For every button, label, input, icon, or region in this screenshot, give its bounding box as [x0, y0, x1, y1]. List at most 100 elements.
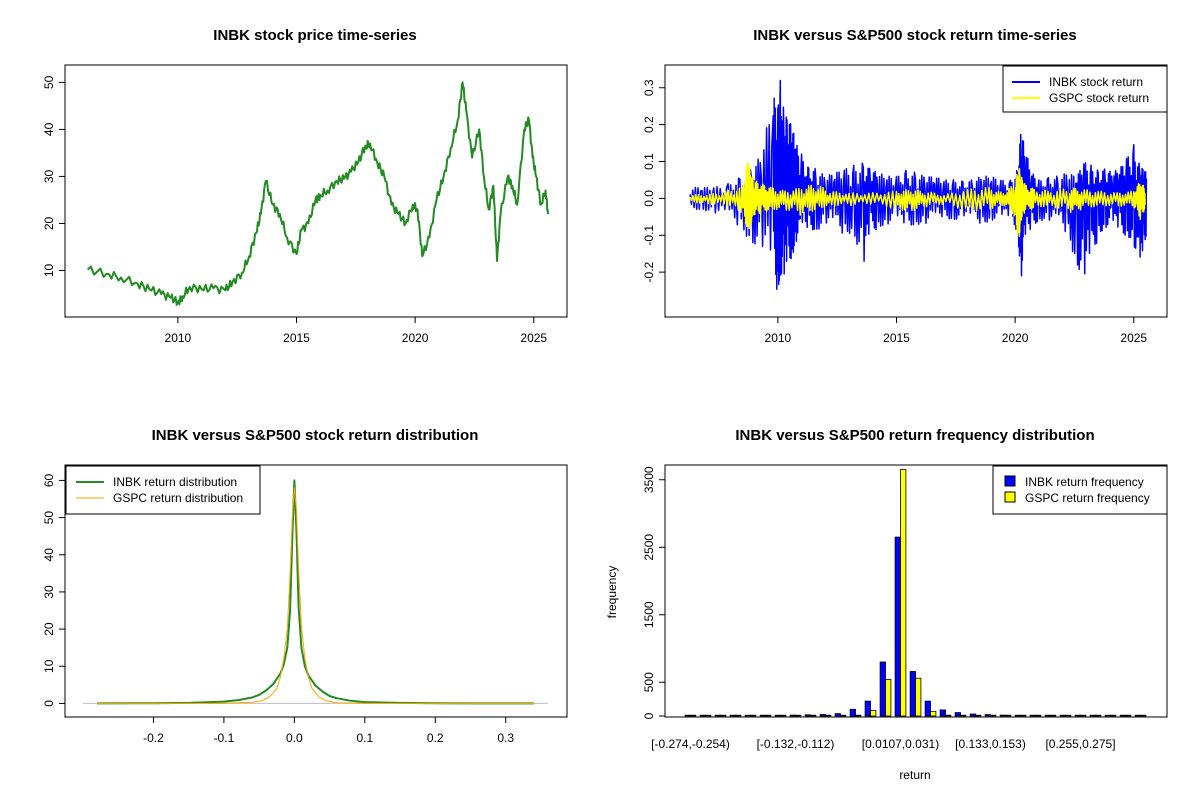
frequency-bar-inbk	[834, 713, 841, 717]
price-ytick-label: 40	[42, 122, 56, 136]
frequency-bar-inbk	[984, 714, 991, 717]
frequency-legend: INBK return frequency GSPC return freque…	[992, 465, 1168, 515]
price-series-line-inbk	[87, 81, 549, 306]
frequency-bars	[684, 469, 1147, 717]
price-panel: INBK stock price time-series 10 20 30 40 50 2…	[42, 27, 568, 345]
frequency-bar-inbk	[1074, 714, 1081, 717]
density-ytick-label: 60	[42, 473, 56, 487]
density-legend-box	[65, 465, 261, 515]
frequency-bar-gspc	[780, 714, 787, 717]
returns-series-line-gspc	[689, 162, 1146, 238]
returns-legend-box	[1002, 65, 1168, 113]
frequency-ylabel: frequency	[605, 566, 619, 619]
frequency-bar-gspc	[1125, 714, 1132, 717]
frequency-bar-inbk	[864, 700, 871, 717]
frequency-bar-gspc	[735, 714, 742, 717]
frequency-bar-inbk	[849, 708, 856, 717]
frequency-ytick-label: 0	[642, 712, 656, 719]
density-ytick-label: 20	[42, 622, 56, 636]
frequency-bar-inbk	[924, 700, 931, 717]
returns-xtick-label: 2015	[883, 331, 910, 345]
density-xtick-label: 0.2	[427, 731, 444, 745]
frequency-bar-gspc	[855, 714, 862, 717]
frequency-chart-title: INBK versus S&P500 return frequency dist…	[735, 427, 1094, 444]
frequency-xtick-label: [0.255,0.275]	[1045, 737, 1115, 751]
returns-chart-title: INBK versus S&P500 stock return time-ser…	[753, 27, 1076, 44]
price-xtick-label: 2010	[165, 331, 192, 345]
returns-panel: INBK versus S&P500 stock return time-ser…	[642, 27, 1168, 345]
frequency-bar-gspc	[690, 714, 697, 717]
frequency-bar-inbk	[1044, 714, 1051, 717]
price-xtick-label: 2020	[402, 331, 429, 345]
returns-plot-frame	[664, 64, 1168, 318]
density-xtick-label: 0.3	[497, 731, 514, 745]
frequency-bar-inbk	[1059, 714, 1066, 717]
frequency-bar-gspc	[1035, 714, 1042, 717]
frequency-bar-gspc	[900, 469, 907, 717]
density-ytick-label: 30	[42, 585, 56, 599]
frequency-bar-gspc	[1080, 714, 1087, 717]
frequency-bar-gspc	[1110, 714, 1117, 717]
density-ytick-label: 0	[42, 700, 56, 707]
frequency-bar-inbk	[894, 536, 901, 717]
frequency-bar-gspc	[705, 714, 712, 717]
frequency-bar-inbk	[909, 671, 916, 717]
frequency-bar-gspc	[885, 679, 892, 717]
density-ytick-label: 40	[42, 548, 56, 562]
frequency-bar-gspc	[1005, 714, 1012, 717]
frequency-bar-inbk	[819, 714, 826, 717]
density-xtick-label: 0.1	[356, 731, 373, 745]
frequency-xtick-label: [-0.132,-0.112)	[757, 737, 835, 751]
returns-ytick-label: -0.1	[642, 225, 656, 246]
frequency-bar-gspc	[1050, 714, 1057, 717]
price-ytick-label: 10	[42, 263, 56, 277]
density-series	[83, 479, 548, 705]
frequency-bar-gspc	[1095, 714, 1102, 717]
frequency-bar-inbk	[1014, 714, 1021, 717]
frequency-bar-inbk	[969, 713, 976, 717]
frequency-bar-inbk	[759, 714, 766, 717]
frequency-bar-inbk	[939, 709, 946, 717]
density-series-line-gspc	[97, 487, 534, 704]
price-plot-frame	[64, 64, 568, 318]
frequency-xlabel: return	[899, 768, 930, 782]
frequency-bar-gspc	[795, 714, 802, 717]
frequency-bar-gspc	[840, 714, 847, 717]
frequency-bar-gspc	[930, 710, 937, 717]
frequency-legend-gspc-label: GSPC return frequency	[1025, 491, 1150, 505]
frequency-bar-inbk	[1119, 714, 1126, 717]
density-legend: INBK return distribution GSPC return dis…	[65, 465, 261, 515]
frequency-bar-gspc	[975, 714, 982, 717]
frequency-bar-inbk	[804, 714, 811, 717]
price-axes: 10 20 30 40 50 2010 2015 2020 2025	[42, 75, 547, 345]
frequency-bar-gspc	[960, 714, 967, 717]
density-chart-title: INBK versus S&P500 stock return distribu…	[152, 427, 479, 444]
frequency-bar-gspc	[915, 677, 922, 717]
density-legend-gspc-label: GSPC return distribution	[113, 491, 243, 505]
returns-ytick-label: 0.1	[642, 153, 656, 170]
returns-legend-inbk-label: INBK stock return	[1049, 75, 1143, 89]
frequency-legend-inbk-label: INBK return frequency	[1025, 475, 1144, 489]
frequency-bar-gspc	[1140, 714, 1147, 717]
returns-ytick-label: 0.0	[642, 190, 656, 207]
frequency-bar-inbk	[954, 712, 961, 717]
price-ytick-label: 20	[42, 216, 56, 230]
returns-series	[689, 79, 1148, 290]
density-ytick-label: 10	[42, 659, 56, 673]
frequency-bar-gspc	[945, 714, 952, 717]
density-panel: INBK versus S&P500 stock return distribu…	[42, 427, 568, 745]
frequency-legend-gspc-swatch	[1004, 491, 1016, 503]
frequency-bar-inbk	[1104, 714, 1111, 717]
frequency-bar-gspc	[750, 714, 757, 717]
frequency-axes: 0 500 1500 2500 3500 [-0.274,-0.254) [-0.132,-…	[642, 466, 1116, 751]
frequency-plot-frame	[664, 464, 1168, 718]
returns-legend: INBK stock return GSPC stock return	[1002, 65, 1168, 113]
returns-axes: -0.2 -0.1 0.0 0.1 0.2 0.3 2010 2015 2020 2025	[642, 79, 1147, 345]
returns-ytick-label: 0.3	[642, 79, 656, 96]
frequency-bar-inbk	[714, 714, 721, 717]
price-xtick-label: 2015	[283, 331, 310, 345]
frequency-bar-inbk	[999, 714, 1006, 717]
frequency-bar-gspc	[720, 714, 727, 717]
